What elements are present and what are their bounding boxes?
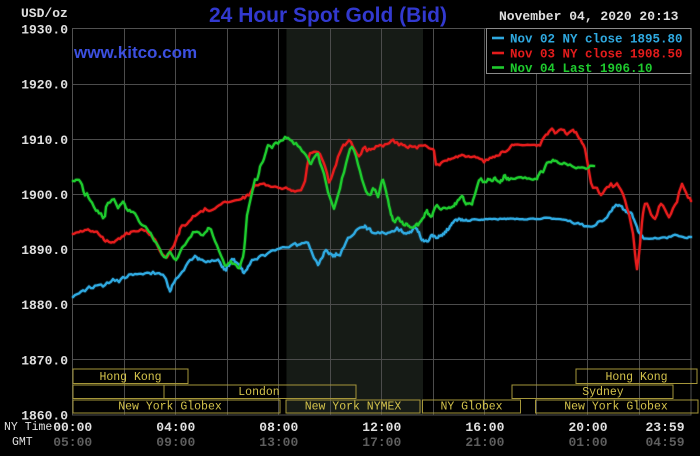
svg-text:08:00: 08:00 bbox=[259, 420, 298, 435]
svg-text:1870.0: 1870.0 bbox=[21, 353, 68, 368]
svg-text:NY Globex: NY Globex bbox=[440, 401, 502, 414]
svg-text:Hong Kong: Hong Kong bbox=[99, 371, 161, 384]
svg-text:23:59: 23:59 bbox=[645, 420, 684, 435]
svg-text:24 Hour Spot Gold (Bid): 24 Hour Spot Gold (Bid) bbox=[209, 4, 447, 27]
svg-text:17:00: 17:00 bbox=[362, 435, 401, 450]
svg-text:1880.0: 1880.0 bbox=[21, 298, 68, 313]
svg-text:www.kitco.com: www.kitco.com bbox=[73, 43, 197, 62]
svg-text:1920.0: 1920.0 bbox=[21, 78, 68, 93]
svg-text:New York Globex: New York Globex bbox=[118, 401, 222, 414]
svg-text:1900.0: 1900.0 bbox=[21, 188, 68, 203]
svg-text:1930.0: 1930.0 bbox=[21, 23, 68, 38]
svg-text:12:00: 12:00 bbox=[362, 420, 401, 435]
svg-text:New York NYMEX: New York NYMEX bbox=[305, 401, 402, 414]
svg-text:Nov 02 NY close 1895.80: Nov 02 NY close 1895.80 bbox=[510, 32, 683, 46]
svg-text:16:00: 16:00 bbox=[465, 420, 504, 435]
svg-text:November 04, 2020 20:13: November 04, 2020 20:13 bbox=[499, 9, 679, 24]
svg-text:04:59: 04:59 bbox=[645, 435, 684, 450]
svg-text:00:00: 00:00 bbox=[53, 420, 92, 435]
svg-text:21:00: 21:00 bbox=[465, 435, 504, 450]
svg-text:01:00: 01:00 bbox=[568, 435, 607, 450]
svg-text:Nov 04 Last 1906.10: Nov 04 Last 1906.10 bbox=[510, 62, 653, 76]
svg-text:05:00: 05:00 bbox=[53, 435, 92, 450]
svg-text:1910.0: 1910.0 bbox=[21, 133, 68, 148]
svg-text:20:00: 20:00 bbox=[568, 420, 607, 435]
svg-text:04:00: 04:00 bbox=[156, 420, 195, 435]
svg-text:USD/oz: USD/oz bbox=[21, 6, 68, 21]
svg-text:London: London bbox=[238, 386, 279, 399]
svg-text:New York Globex: New York Globex bbox=[564, 401, 668, 414]
svg-text:09:00: 09:00 bbox=[156, 435, 195, 450]
svg-text:Hong Kong: Hong Kong bbox=[605, 371, 667, 384]
svg-text:1890.0: 1890.0 bbox=[21, 243, 68, 258]
svg-text:GMT: GMT bbox=[12, 436, 33, 449]
svg-text:1860.0: 1860.0 bbox=[21, 409, 68, 424]
svg-text:Sydney: Sydney bbox=[582, 386, 624, 399]
svg-text:13:00: 13:00 bbox=[259, 435, 298, 450]
svg-text:NY Time: NY Time bbox=[4, 421, 52, 434]
svg-text:Nov 03 NY close 1908.50: Nov 03 NY close 1908.50 bbox=[510, 47, 683, 61]
